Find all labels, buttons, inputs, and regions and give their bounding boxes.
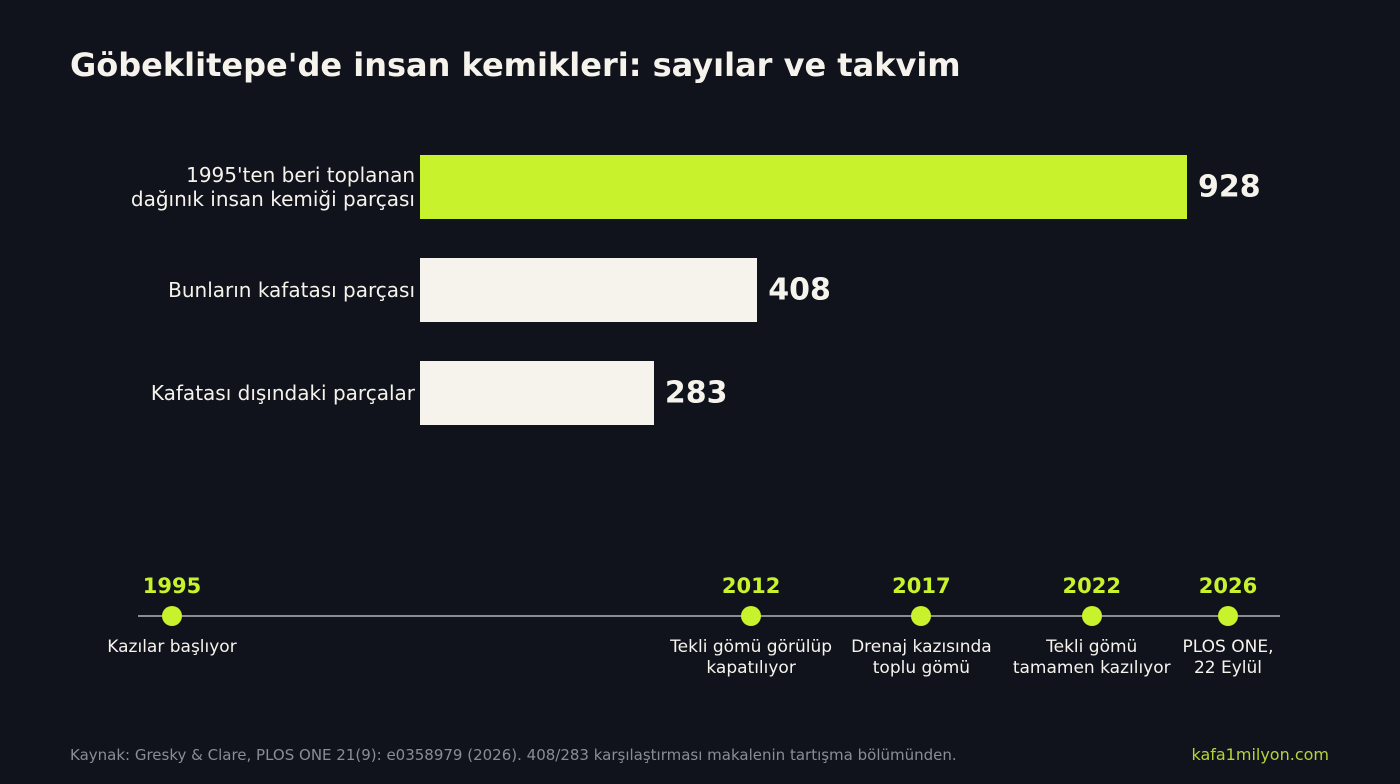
- chart-title: Göbeklitepe'de insan kemikleri: sayılar …: [70, 46, 961, 84]
- timeline-dot: [741, 606, 762, 626]
- value-label: 408: [768, 272, 831, 308]
- value-label: 283: [664, 375, 728, 411]
- year-label: 2017: [892, 574, 951, 598]
- event-label: Tekli gömü görülüp kapatılıyor: [670, 637, 833, 678]
- timeline-dot: [162, 606, 182, 626]
- category-label: Bunların kafatası parçası: [168, 278, 415, 302]
- category-label: 1995'ten beri toplanan dağınık insan kem…: [130, 163, 415, 211]
- category-label: Kafatası dışındaki parçalar: [150, 381, 415, 405]
- timeline-axis: [138, 615, 1280, 617]
- source-note: Kaynak: Gresky & Clare, PLOS ONE 21(9): …: [70, 746, 957, 764]
- year-label: 2026: [1198, 574, 1258, 598]
- bar: [420, 361, 654, 425]
- event-label: Kazılar başlıyor: [107, 637, 237, 657]
- event-label: PLOS ONE, 22 Eylül: [1182, 637, 1274, 678]
- year-label: 2022: [1062, 574, 1121, 598]
- bar: [420, 155, 1187, 219]
- timeline-dot: [911, 606, 932, 626]
- timeline-dot: [1081, 606, 1102, 626]
- year-label: 2012: [721, 574, 781, 598]
- bar: [420, 258, 758, 322]
- site-link: kafa1milyon.com: [1191, 745, 1329, 764]
- year-label: 1995: [142, 574, 202, 598]
- event-label: Drenaj kazısında toplu gömü: [851, 637, 992, 678]
- event-label: Tekli gömü tamamen kazılıyor: [1012, 637, 1171, 678]
- timeline-dot: [1218, 606, 1238, 626]
- value-label: 928: [1198, 169, 1261, 205]
